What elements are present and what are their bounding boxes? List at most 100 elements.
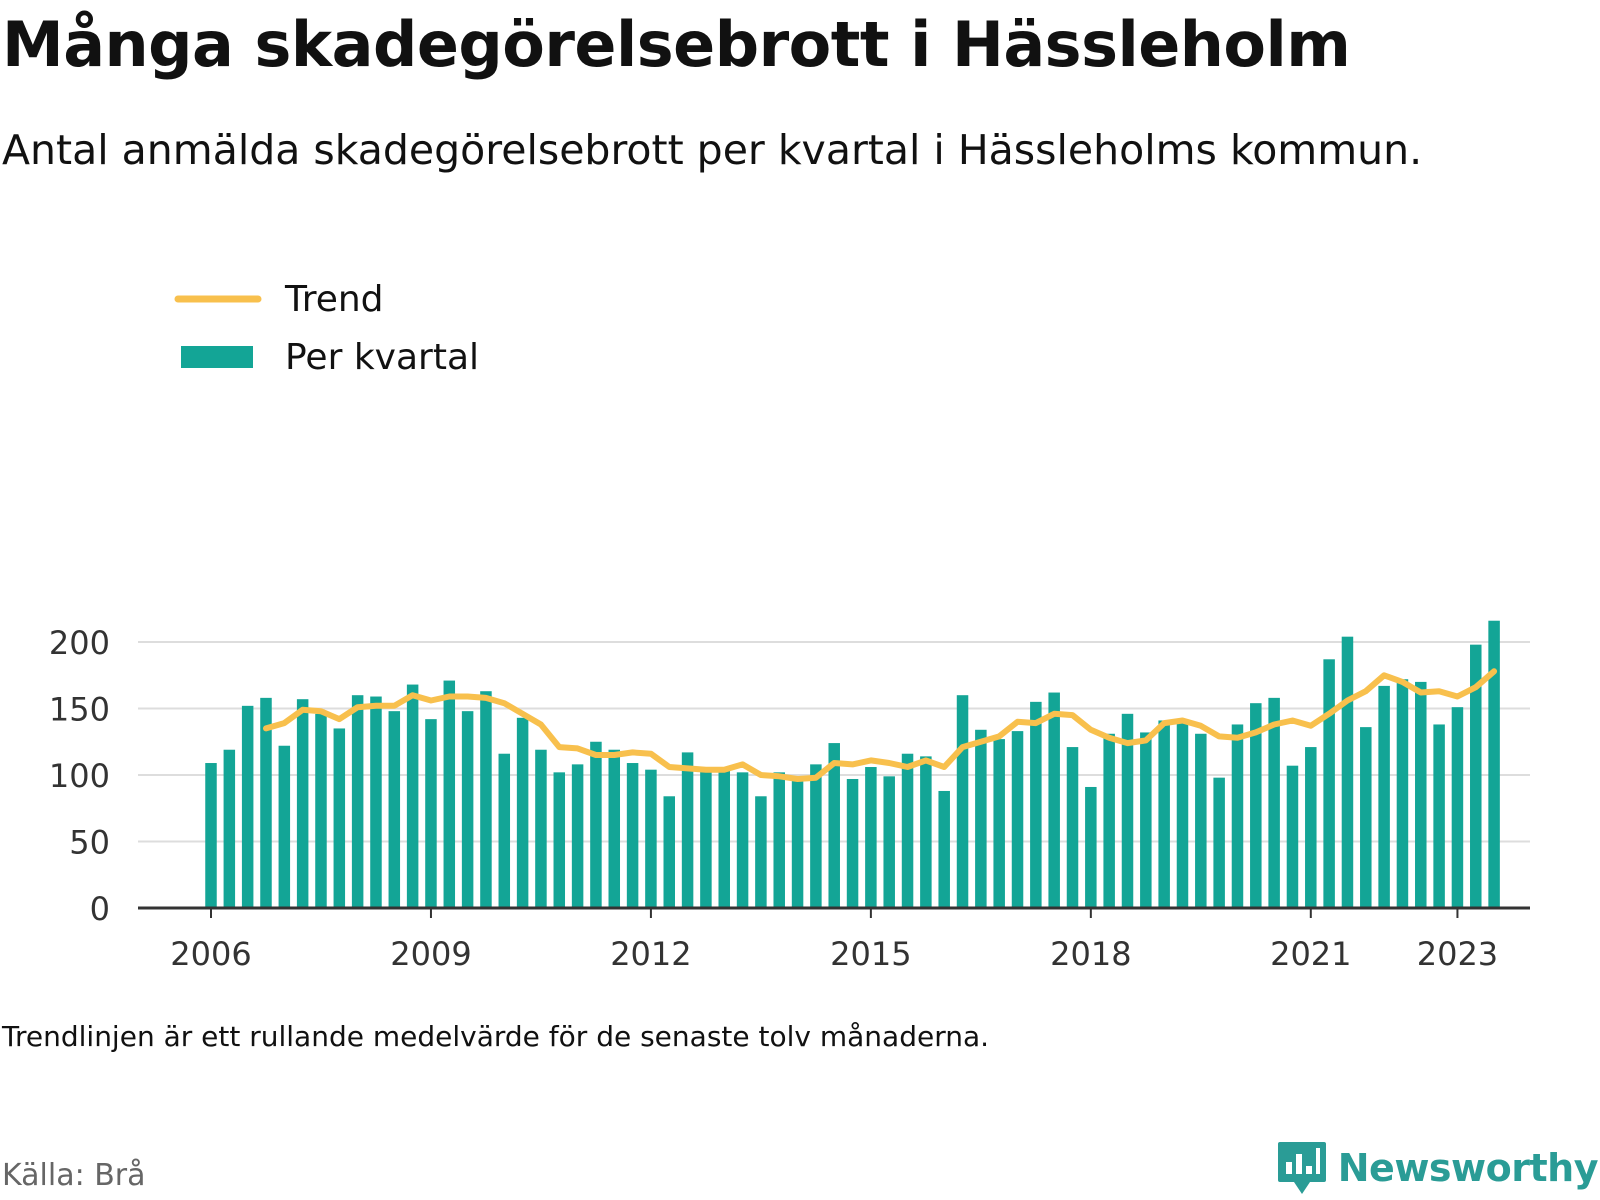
x-tick-label: 2012 — [610, 935, 691, 973]
bar — [535, 749, 547, 908]
bar — [1176, 721, 1189, 908]
bar — [1415, 681, 1427, 908]
bar — [406, 684, 419, 908]
bar — [1140, 732, 1152, 908]
brand-name: Newsworthy — [1337, 1146, 1599, 1190]
bar — [1488, 620, 1500, 908]
bar-series — [205, 620, 1500, 908]
bar — [755, 796, 767, 908]
x-tick-label: 2018 — [1050, 935, 1131, 973]
bar — [1360, 727, 1372, 908]
bar — [1085, 786, 1097, 908]
bar — [975, 729, 987, 908]
bar — [883, 776, 895, 908]
bar — [1396, 679, 1409, 908]
bar — [1378, 685, 1390, 908]
bar — [993, 739, 1005, 908]
bar — [700, 768, 712, 908]
bar — [296, 699, 309, 908]
bar — [480, 691, 492, 908]
bar — [516, 717, 529, 908]
chart: 0 50 100 150 200 2006 2009 2012 2015 2018 2021 202… — [49, 279, 1530, 973]
bar — [333, 728, 346, 908]
y-tick-label: 0 — [90, 890, 110, 928]
bar — [278, 745, 291, 908]
bar — [315, 713, 327, 908]
bar — [736, 772, 749, 908]
bar — [1195, 733, 1207, 908]
bar — [370, 696, 382, 908]
bar — [956, 695, 969, 908]
bar — [590, 741, 602, 908]
bar — [1066, 747, 1079, 908]
bar — [1250, 703, 1262, 908]
bar — [718, 771, 730, 908]
bar — [461, 711, 474, 908]
bar — [626, 763, 639, 908]
bar — [1103, 733, 1115, 908]
bar — [351, 695, 364, 908]
x-tick-label: 2023 — [1417, 935, 1498, 973]
bar — [1286, 765, 1299, 908]
bar — [1213, 777, 1225, 908]
bar — [773, 772, 785, 908]
bar — [1121, 713, 1134, 908]
bar — [260, 697, 272, 908]
bar — [938, 790, 950, 908]
bar — [1451, 707, 1464, 908]
bar — [443, 680, 456, 908]
legend-trend-label: Trend — [284, 279, 384, 320]
bar — [865, 767, 877, 908]
bar — [1268, 697, 1280, 908]
trend-line — [263, 668, 1498, 782]
bar — [901, 753, 914, 908]
bar — [1341, 636, 1354, 908]
bar — [1048, 692, 1060, 908]
bar — [810, 764, 822, 908]
bar — [1305, 747, 1317, 908]
legend-bar-label: Per kvartal — [285, 337, 479, 378]
bar — [608, 749, 621, 908]
x-tick-label: 2021 — [1270, 935, 1351, 973]
bar — [1323, 659, 1335, 908]
y-tick-label: 100 — [49, 757, 110, 795]
y-tick-label: 50 — [69, 824, 110, 862]
bar — [846, 778, 859, 908]
footnote: Trendlinjen är ett rullande medelvärde f… — [2, 1020, 990, 1053]
bar — [1231, 724, 1244, 908]
newsworthy-logo-icon — [1277, 1142, 1326, 1194]
bar — [828, 743, 840, 908]
bar — [205, 763, 217, 908]
chart-title: Många skadegörelsebrott i Hässleholm — [2, 8, 1351, 81]
bar — [1433, 724, 1445, 908]
x-axis: 2006 2009 2012 2015 2018 2021 2023 — [138, 906, 1530, 973]
bar — [1011, 731, 1024, 908]
bar — [425, 719, 437, 908]
bar — [571, 764, 584, 908]
bar — [388, 711, 401, 908]
bar — [920, 756, 932, 908]
chart-subtitle: Antal anmälda skadegörelsebrott per kvar… — [2, 126, 1423, 174]
bar — [681, 752, 694, 908]
legend-bar-swatch — [181, 346, 253, 368]
y-axis-ticks: 0 50 100 150 200 — [49, 624, 110, 928]
bar — [645, 769, 657, 908]
bar — [1030, 701, 1042, 908]
bar — [223, 749, 236, 908]
bar — [241, 705, 254, 908]
y-tick-label: 150 — [49, 691, 110, 729]
bar — [1470, 644, 1482, 908]
x-tick-label: 2009 — [390, 935, 471, 973]
x-tick-label: 2015 — [830, 935, 911, 973]
bar — [553, 772, 566, 908]
legend: Trend Per kvartal — [165, 279, 495, 380]
source-credit: Källa: Brå — [2, 1158, 146, 1193]
x-tick-label: 2006 — [170, 935, 251, 973]
y-tick-label: 200 — [49, 624, 110, 662]
brand-logo: Newsworthy — [1276, 1140, 1599, 1196]
trend-series — [263, 668, 1498, 782]
bar — [498, 753, 511, 908]
bar — [1158, 720, 1170, 908]
bar — [791, 780, 804, 908]
bar — [663, 796, 675, 908]
